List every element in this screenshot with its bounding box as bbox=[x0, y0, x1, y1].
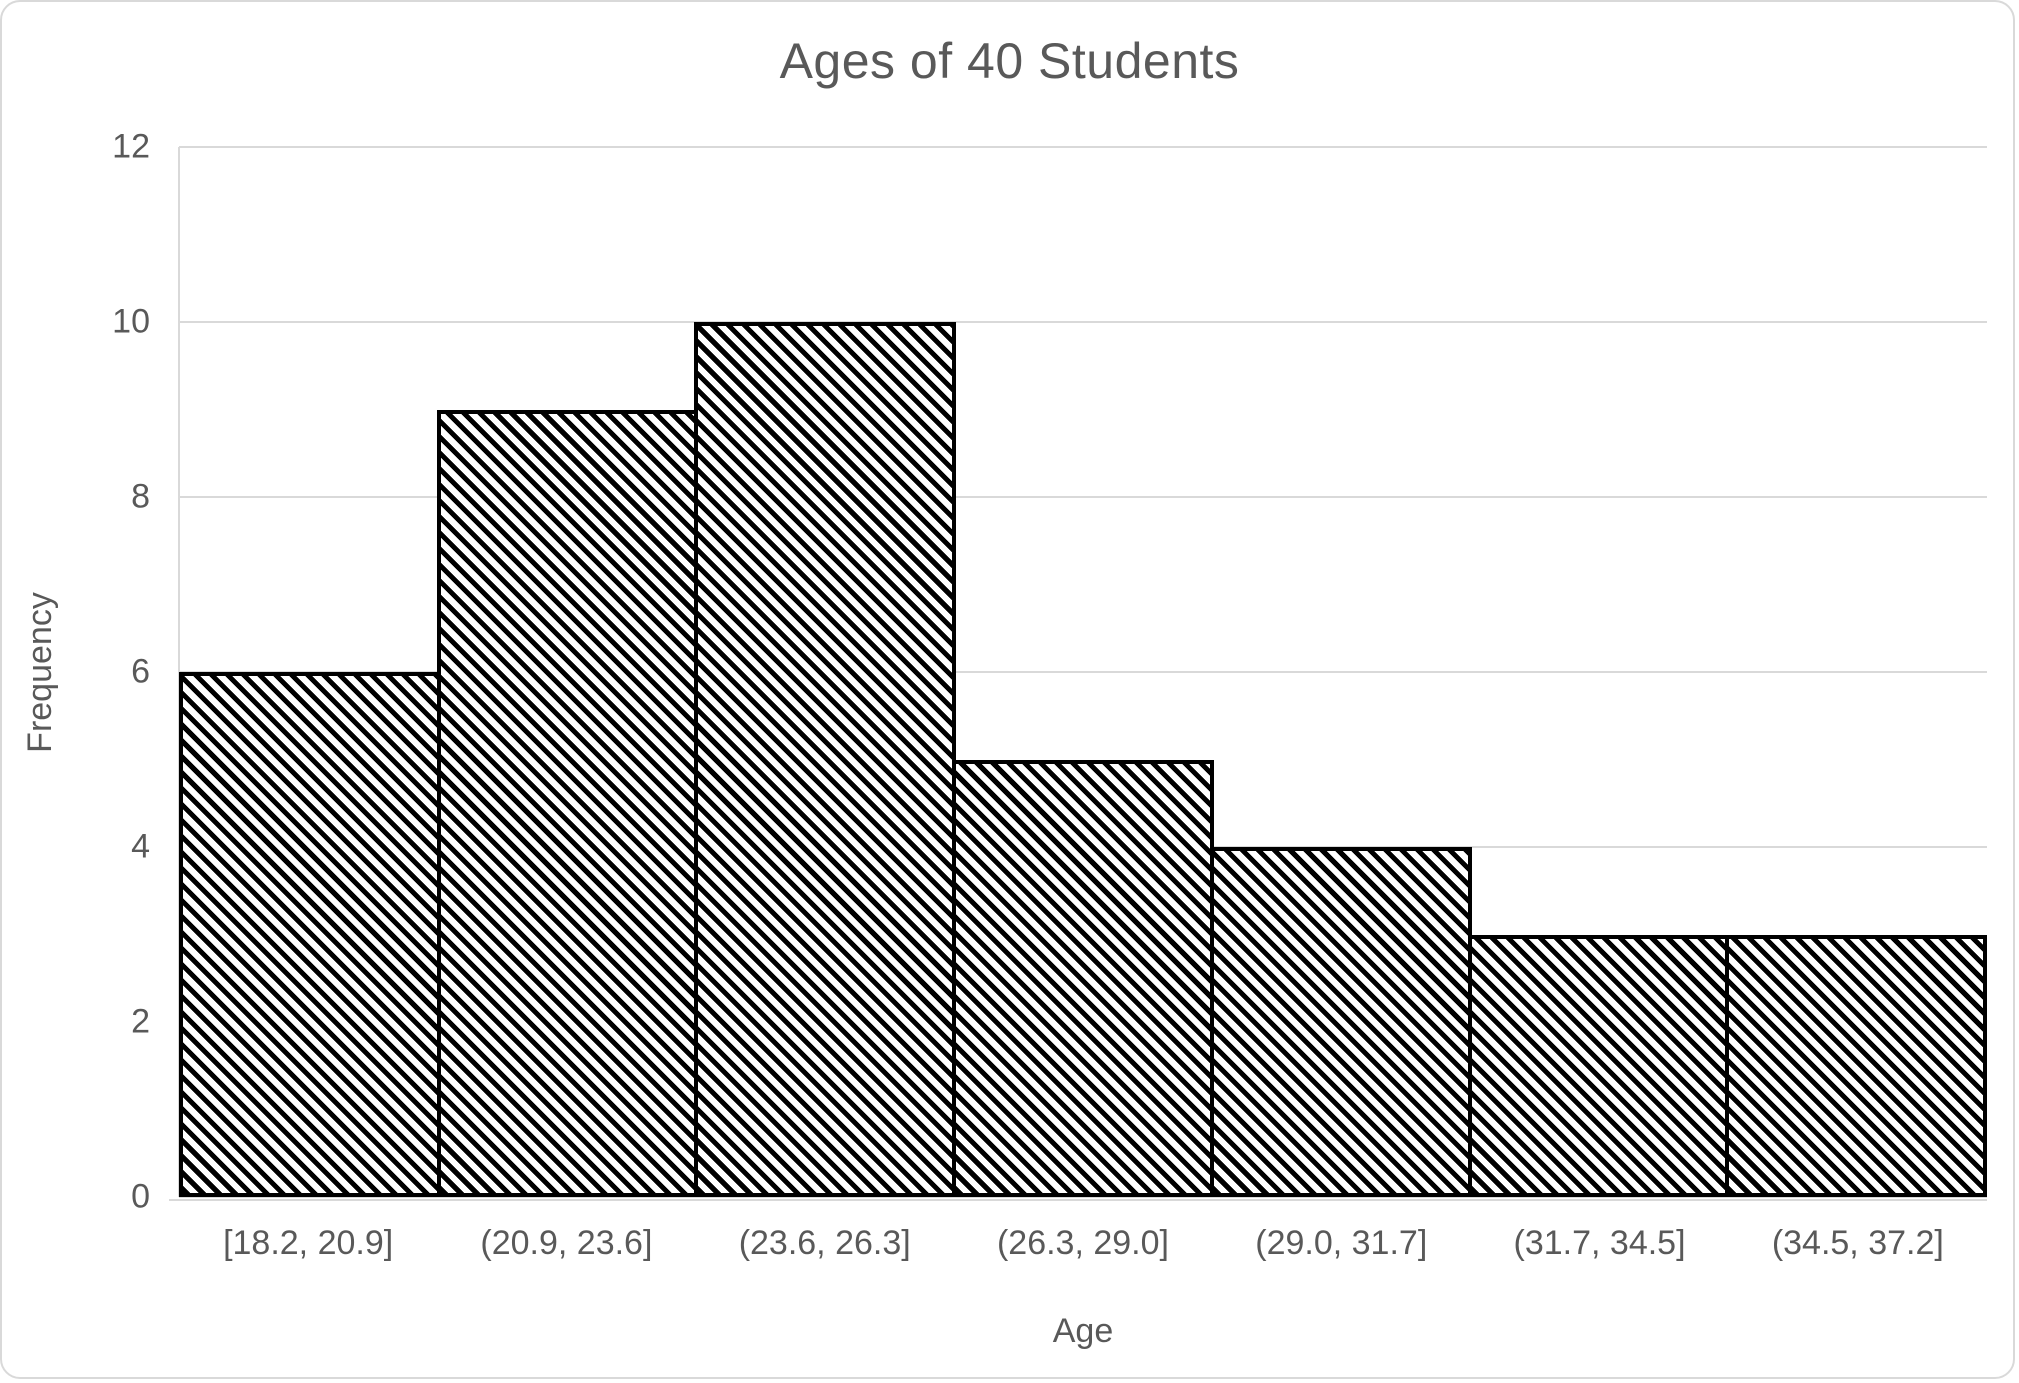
histogram-bar bbox=[1209, 847, 1472, 1197]
y-tick-label: 2 bbox=[131, 1002, 150, 1041]
y-tick-label: 8 bbox=[131, 477, 150, 516]
histogram-bar bbox=[952, 759, 1214, 1197]
histogram-bars bbox=[179, 147, 1988, 1197]
y-tick-label: 0 bbox=[131, 1177, 150, 1216]
x-tick-label: (29.0, 31.7] bbox=[1255, 1224, 1428, 1262]
gridline-y-10 bbox=[179, 321, 1987, 323]
x-tick-label: (20.9, 23.6] bbox=[480, 1224, 653, 1262]
y-tick-label: 6 bbox=[131, 652, 150, 691]
histogram-bar bbox=[179, 672, 441, 1197]
gridline-y-6 bbox=[179, 671, 1987, 673]
x-axis-title: Age bbox=[1052, 1312, 1114, 1350]
histogram-bar bbox=[1725, 934, 1988, 1197]
y-tick-label: 4 bbox=[131, 827, 150, 866]
x-tick-label: (26.3, 29.0] bbox=[996, 1224, 1169, 1262]
x-tick-label: (23.6, 26.3] bbox=[738, 1224, 911, 1262]
x-axis-tick-labels: [18.2, 20.9] (20.9, 23.6] (23.6, 26.3] (26.… bbox=[179, 1224, 1987, 1263]
histogram-bar bbox=[1467, 934, 1730, 1197]
x-axis-line bbox=[169, 1199, 1987, 1201]
gridline-y-0 bbox=[179, 1196, 1987, 1198]
gridline-y-8 bbox=[179, 496, 1987, 499]
x-tick-label: (34.5, 37.2] bbox=[1771, 1224, 1944, 1262]
x-tick-label: [18.2, 20.9] bbox=[223, 1224, 394, 1262]
y-axis-tick-labels: 0 2 4 6 8 10 12 bbox=[2, 128, 150, 1216]
y-tick-label: 12 bbox=[112, 127, 150, 166]
plot-area bbox=[169, 146, 1988, 1201]
y-tick-label: 10 bbox=[112, 302, 150, 341]
x-tick-label: (31.7, 34.5] bbox=[1513, 1224, 1686, 1262]
chart-title: Ages of 40 Students bbox=[779, 33, 1240, 89]
histogram-bar bbox=[436, 409, 699, 1197]
gridline-y-12 bbox=[179, 146, 1987, 148]
histogram-bar bbox=[694, 322, 957, 1197]
